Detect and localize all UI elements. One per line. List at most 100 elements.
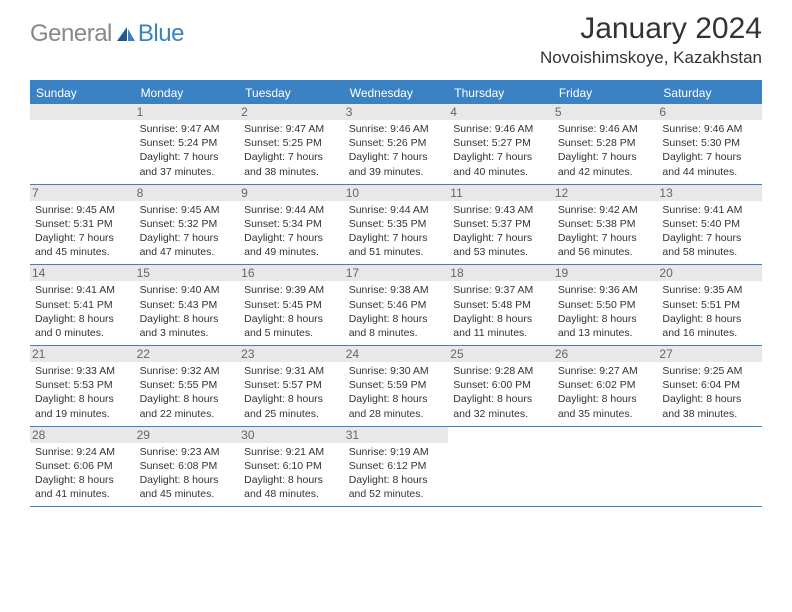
day-cell: 29Sunrise: 9:23 AMSunset: 6:08 PMDayligh… bbox=[135, 427, 240, 507]
daylight-text: and 19 minutes. bbox=[35, 407, 130, 421]
sunset-text: Sunset: 5:50 PM bbox=[558, 298, 653, 312]
sunrise-text: Sunrise: 9:47 AM bbox=[140, 122, 235, 136]
day-cell bbox=[30, 104, 135, 184]
daylight-text: and 48 minutes. bbox=[244, 487, 339, 501]
logo-text-blue: Blue bbox=[138, 20, 184, 48]
daylight-text: and 44 minutes. bbox=[662, 165, 757, 179]
day-number: 9 bbox=[239, 185, 344, 201]
day-number: 7 bbox=[30, 185, 135, 201]
day-number: 15 bbox=[135, 265, 240, 281]
sunset-text: Sunset: 5:48 PM bbox=[453, 298, 548, 312]
daylight-text: and 40 minutes. bbox=[453, 165, 548, 179]
sunset-text: Sunset: 5:55 PM bbox=[140, 378, 235, 392]
daylight-text: Daylight: 7 hours bbox=[453, 150, 548, 164]
sunset-text: Sunset: 6:10 PM bbox=[244, 459, 339, 473]
week-row: 7Sunrise: 9:45 AMSunset: 5:31 PMDaylight… bbox=[30, 185, 762, 266]
day-cell bbox=[553, 427, 658, 507]
sunrise-text: Sunrise: 9:25 AM bbox=[662, 364, 757, 378]
sunrise-text: Sunrise: 9:19 AM bbox=[349, 445, 444, 459]
day-number: 26 bbox=[553, 346, 658, 362]
daylight-text: Daylight: 8 hours bbox=[35, 473, 130, 487]
day-number: 17 bbox=[344, 265, 449, 281]
sunrise-text: Sunrise: 9:28 AM bbox=[453, 364, 548, 378]
day-cell: 26Sunrise: 9:27 AMSunset: 6:02 PMDayligh… bbox=[553, 346, 658, 426]
daylight-text: and 58 minutes. bbox=[662, 245, 757, 259]
logo-sail-icon bbox=[115, 25, 137, 43]
daylight-text: Daylight: 8 hours bbox=[558, 312, 653, 326]
sunrise-text: Sunrise: 9:40 AM bbox=[140, 283, 235, 297]
day-cell: 7Sunrise: 9:45 AMSunset: 5:31 PMDaylight… bbox=[30, 185, 135, 265]
day-cell: 11Sunrise: 9:43 AMSunset: 5:37 PMDayligh… bbox=[448, 185, 553, 265]
day-number: 22 bbox=[135, 346, 240, 362]
sunset-text: Sunset: 5:41 PM bbox=[35, 298, 130, 312]
daylight-text: Daylight: 8 hours bbox=[244, 392, 339, 406]
day-cell: 1Sunrise: 9:47 AMSunset: 5:24 PMDaylight… bbox=[135, 104, 240, 184]
day-cell: 17Sunrise: 9:38 AMSunset: 5:46 PMDayligh… bbox=[344, 265, 449, 345]
sunset-text: Sunset: 6:00 PM bbox=[453, 378, 548, 392]
daylight-text: Daylight: 8 hours bbox=[349, 473, 444, 487]
daylight-text: Daylight: 7 hours bbox=[349, 231, 444, 245]
day-cell: 2Sunrise: 9:47 AMSunset: 5:25 PMDaylight… bbox=[239, 104, 344, 184]
daylight-text: and 39 minutes. bbox=[349, 165, 444, 179]
sunset-text: Sunset: 5:25 PM bbox=[244, 136, 339, 150]
day-cell: 14Sunrise: 9:41 AMSunset: 5:41 PMDayligh… bbox=[30, 265, 135, 345]
weekday-header: Friday bbox=[553, 82, 658, 104]
day-cell: 4Sunrise: 9:46 AMSunset: 5:27 PMDaylight… bbox=[448, 104, 553, 184]
daylight-text: and 13 minutes. bbox=[558, 326, 653, 340]
day-cell: 18Sunrise: 9:37 AMSunset: 5:48 PMDayligh… bbox=[448, 265, 553, 345]
daylight-text: and 56 minutes. bbox=[558, 245, 653, 259]
day-cell: 22Sunrise: 9:32 AMSunset: 5:55 PMDayligh… bbox=[135, 346, 240, 426]
day-number: 10 bbox=[344, 185, 449, 201]
sunset-text: Sunset: 5:57 PM bbox=[244, 378, 339, 392]
sunset-text: Sunset: 6:02 PM bbox=[558, 378, 653, 392]
day-number: 31 bbox=[344, 427, 449, 443]
day-number: 21 bbox=[30, 346, 135, 362]
daylight-text: and 5 minutes. bbox=[244, 326, 339, 340]
day-cell: 23Sunrise: 9:31 AMSunset: 5:57 PMDayligh… bbox=[239, 346, 344, 426]
daylight-text: Daylight: 8 hours bbox=[453, 312, 548, 326]
daylight-text: and 38 minutes. bbox=[662, 407, 757, 421]
daylight-text: and 41 minutes. bbox=[35, 487, 130, 501]
day-cell: 31Sunrise: 9:19 AMSunset: 6:12 PMDayligh… bbox=[344, 427, 449, 507]
daylight-text: and 47 minutes. bbox=[140, 245, 235, 259]
weeks-container: 1Sunrise: 9:47 AMSunset: 5:24 PMDaylight… bbox=[30, 104, 762, 507]
daylight-text: and 16 minutes. bbox=[662, 326, 757, 340]
week-row: 21Sunrise: 9:33 AMSunset: 5:53 PMDayligh… bbox=[30, 346, 762, 427]
day-cell: 3Sunrise: 9:46 AMSunset: 5:26 PMDaylight… bbox=[344, 104, 449, 184]
day-cell: 10Sunrise: 9:44 AMSunset: 5:35 PMDayligh… bbox=[344, 185, 449, 265]
day-number: 5 bbox=[553, 104, 658, 120]
sunrise-text: Sunrise: 9:30 AM bbox=[349, 364, 444, 378]
weekday-header: Thursday bbox=[448, 82, 553, 104]
sunrise-text: Sunrise: 9:23 AM bbox=[140, 445, 235, 459]
sunset-text: Sunset: 5:43 PM bbox=[140, 298, 235, 312]
daylight-text: and 53 minutes. bbox=[453, 245, 548, 259]
day-number: 4 bbox=[448, 104, 553, 120]
day-number: 19 bbox=[553, 265, 658, 281]
title-block: January 2024 Novoishimskoye, Kazakhstan bbox=[540, 12, 762, 68]
sunset-text: Sunset: 5:26 PM bbox=[349, 136, 444, 150]
daylight-text: and 35 minutes. bbox=[558, 407, 653, 421]
sunset-text: Sunset: 5:59 PM bbox=[349, 378, 444, 392]
day-number: 25 bbox=[448, 346, 553, 362]
day-cell: 27Sunrise: 9:25 AMSunset: 6:04 PMDayligh… bbox=[657, 346, 762, 426]
day-cell: 20Sunrise: 9:35 AMSunset: 5:51 PMDayligh… bbox=[657, 265, 762, 345]
daylight-text: Daylight: 8 hours bbox=[558, 392, 653, 406]
day-number: 27 bbox=[657, 346, 762, 362]
day-cell: 25Sunrise: 9:28 AMSunset: 6:00 PMDayligh… bbox=[448, 346, 553, 426]
daylight-text: Daylight: 7 hours bbox=[244, 150, 339, 164]
sunset-text: Sunset: 5:37 PM bbox=[453, 217, 548, 231]
sunrise-text: Sunrise: 9:31 AM bbox=[244, 364, 339, 378]
daylight-text: and 37 minutes. bbox=[140, 165, 235, 179]
calendar: SundayMondayTuesdayWednesdayThursdayFrid… bbox=[30, 80, 762, 507]
daylight-text: and 51 minutes. bbox=[349, 245, 444, 259]
daylight-text: Daylight: 7 hours bbox=[662, 231, 757, 245]
day-cell: 30Sunrise: 9:21 AMSunset: 6:10 PMDayligh… bbox=[239, 427, 344, 507]
day-number: 16 bbox=[239, 265, 344, 281]
sunrise-text: Sunrise: 9:46 AM bbox=[558, 122, 653, 136]
sunrise-text: Sunrise: 9:46 AM bbox=[662, 122, 757, 136]
day-cell bbox=[448, 427, 553, 507]
day-cell: 5Sunrise: 9:46 AMSunset: 5:28 PMDaylight… bbox=[553, 104, 658, 184]
day-cell bbox=[657, 427, 762, 507]
sunset-text: Sunset: 5:38 PM bbox=[558, 217, 653, 231]
day-number: 12 bbox=[553, 185, 658, 201]
